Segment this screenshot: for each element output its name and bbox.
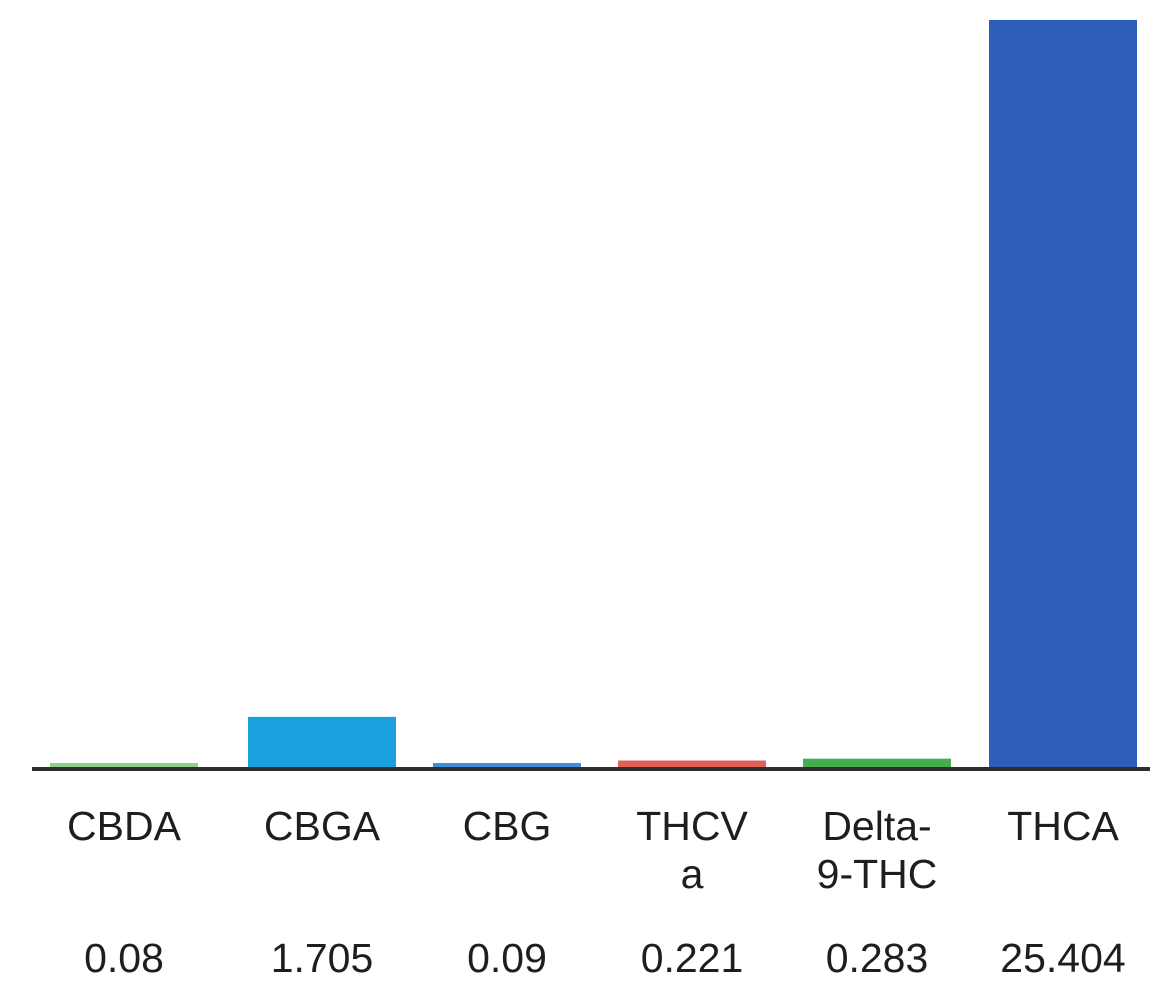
value-labels-group: 0.08 1.705 0.09 0.221 0.283 25.404 <box>84 935 1126 981</box>
value-label: 1.705 <box>271 935 374 981</box>
bar-thcv-a <box>618 760 766 767</box>
category-label: CBDA <box>67 803 182 849</box>
value-label: 0.221 <box>641 935 744 981</box>
bar-thca <box>989 20 1137 767</box>
bars-group <box>50 20 1137 767</box>
bar-cbda <box>50 763 198 767</box>
category-labels-group: CBDA CBGA CBG THCV a Delta-9-THC THCA <box>67 803 1119 897</box>
category-label: CBG <box>463 803 552 849</box>
bar-cbga <box>248 716 396 767</box>
category-label: CBGA <box>264 803 381 849</box>
value-label: 0.283 <box>826 935 929 981</box>
category-label: Delta-9-THC <box>817 803 938 897</box>
bar-cbg <box>433 763 581 767</box>
category-label: THCA <box>1007 803 1119 849</box>
value-label: 0.09 <box>467 935 547 981</box>
value-label: 0.08 <box>84 935 164 981</box>
bar-delta-9-thc <box>803 758 951 767</box>
category-label: THCV a <box>636 803 748 897</box>
value-label: 25.404 <box>1000 935 1125 981</box>
